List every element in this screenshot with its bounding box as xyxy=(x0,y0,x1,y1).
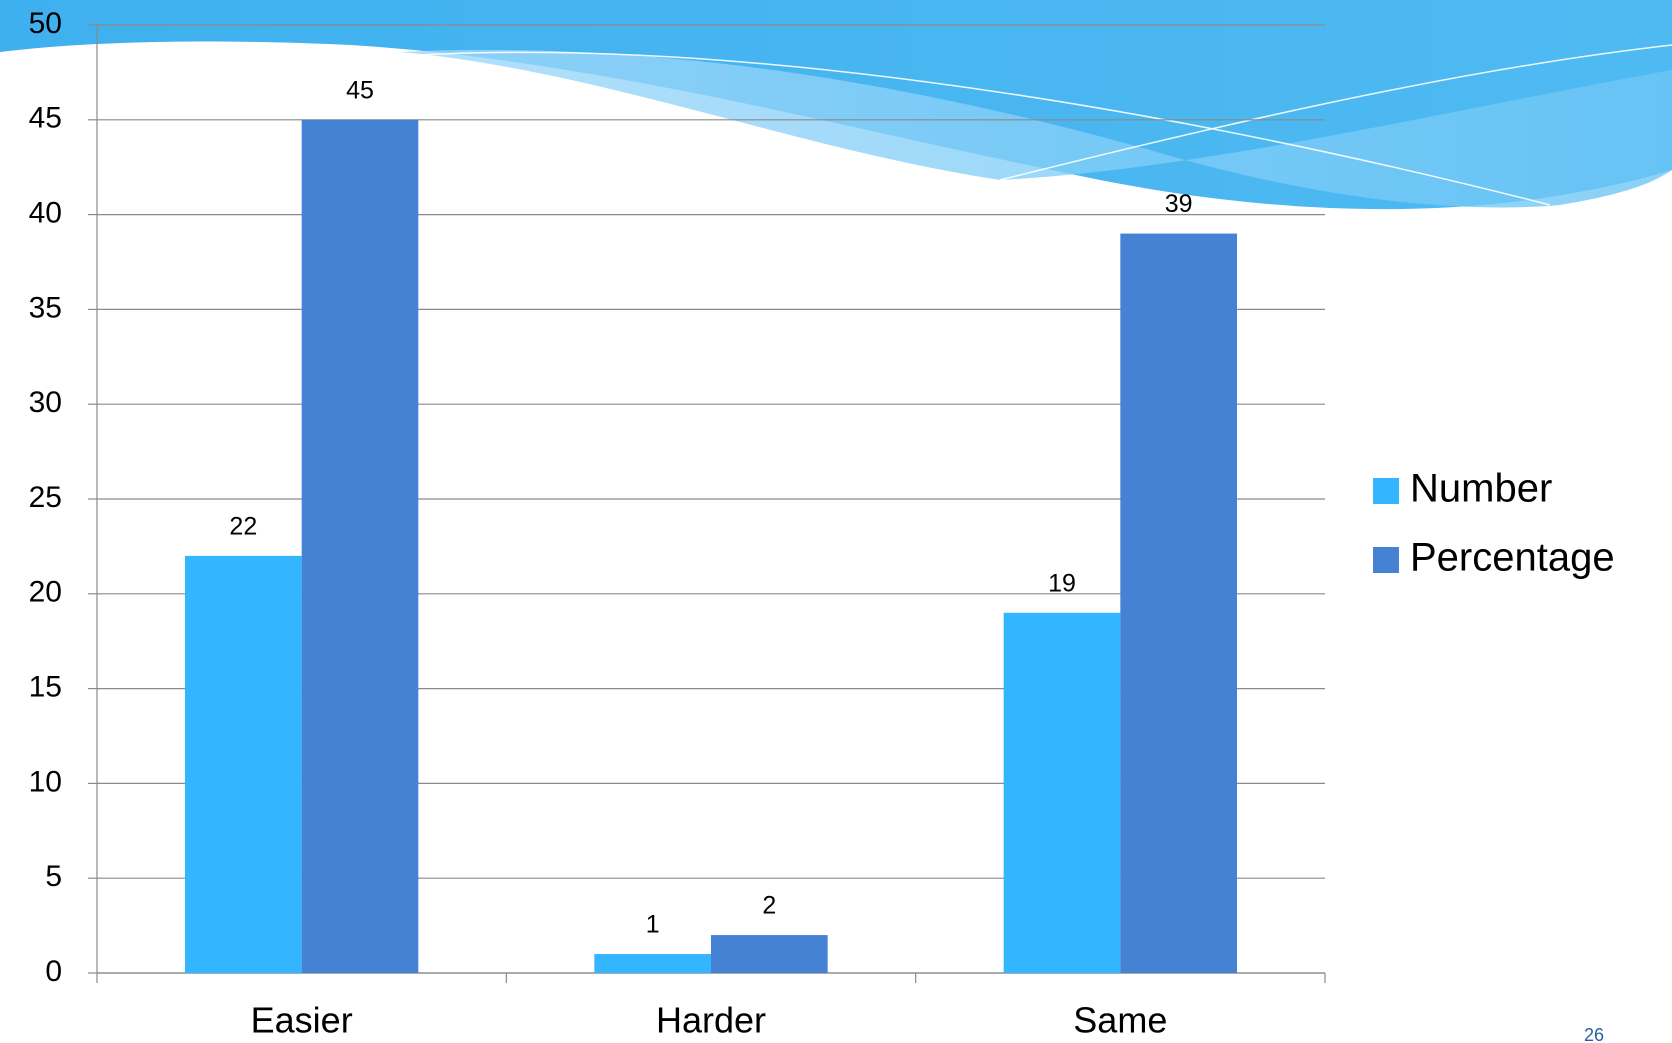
bar xyxy=(301,119,419,974)
legend-label: Number xyxy=(1410,467,1552,511)
slide-number: 26 xyxy=(1584,1025,1604,1043)
bar xyxy=(1003,612,1121,973)
x-tick-label: Harder xyxy=(656,1000,766,1041)
y-tick-label: 15 xyxy=(29,671,62,704)
y-tick-label: 10 xyxy=(29,765,62,798)
bar xyxy=(1120,233,1237,973)
data-label: 45 xyxy=(346,76,374,104)
x-tick-label: Same xyxy=(1073,1000,1167,1041)
y-tick-label: 20 xyxy=(29,576,62,609)
data-label: 19 xyxy=(1048,569,1076,597)
bar xyxy=(594,954,711,973)
data-label: 2 xyxy=(762,892,776,920)
bar xyxy=(185,555,302,973)
y-tick-label: 25 xyxy=(29,481,62,514)
data-label: 1 xyxy=(646,911,660,939)
y-tick-label: 45 xyxy=(29,102,62,135)
data-label: 39 xyxy=(1165,190,1193,218)
x-tick-label: Easier xyxy=(251,1000,353,1041)
legend-label: Percentage xyxy=(1410,536,1615,580)
background-wave xyxy=(0,0,1672,210)
y-tick-label: 40 xyxy=(29,197,62,230)
bar xyxy=(711,935,828,973)
y-tick-label: 5 xyxy=(45,860,62,893)
legend-swatch xyxy=(1373,478,1399,504)
y-tick-label: 50 xyxy=(29,7,62,40)
data-label: 22 xyxy=(229,512,257,540)
y-tick-label: 35 xyxy=(29,291,62,324)
y-tick-label: 30 xyxy=(29,386,62,419)
legend-swatch xyxy=(1373,547,1399,573)
y-tick-label: 0 xyxy=(45,955,62,988)
